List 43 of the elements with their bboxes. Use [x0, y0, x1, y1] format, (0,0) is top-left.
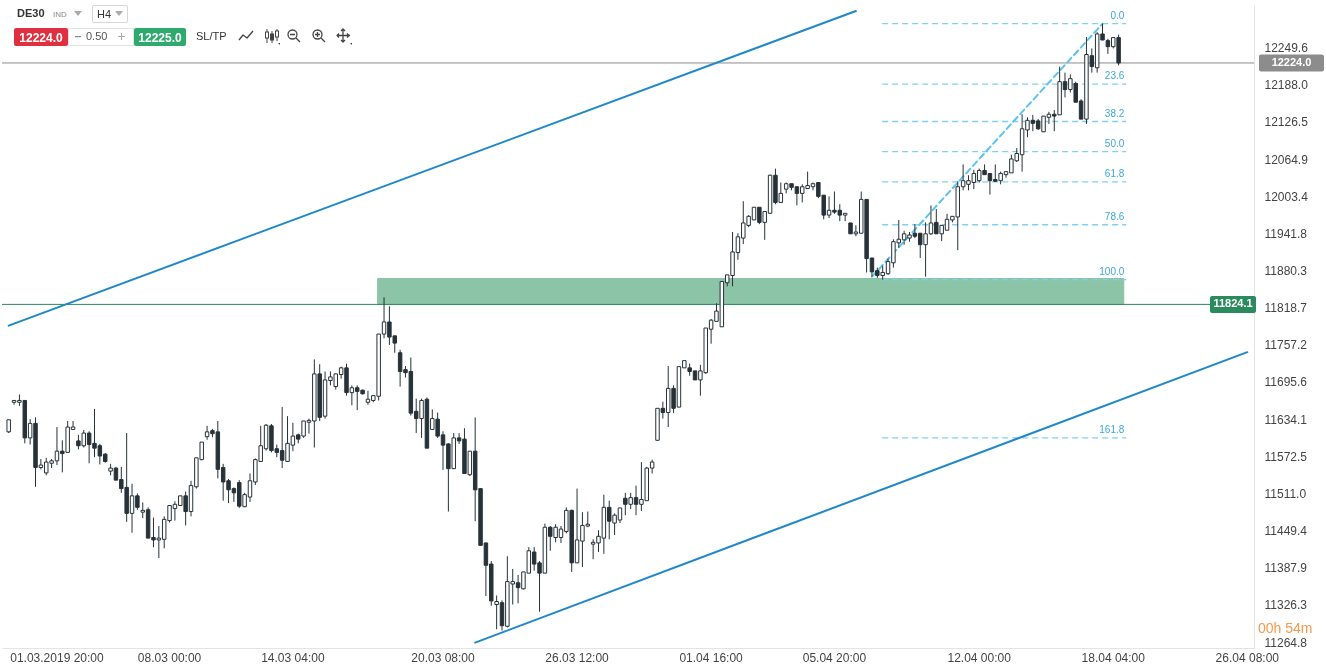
y-tick-label: 12003.4: [1264, 189, 1309, 204]
y-tick-label: 11941.8: [1264, 226, 1308, 241]
y-tick-label: 11818.7: [1264, 301, 1308, 316]
annotation: SL/TP: [196, 30, 227, 42]
text: 00h 54m: [1258, 620, 1313, 636]
x-tick-label: 12.04 00:00: [947, 650, 1012, 665]
x-tick-label: 08.03 00:00: [137, 650, 202, 665]
y-tick-label: 11326.3: [1264, 598, 1308, 613]
x-tick-label: 01.03.2019 20:00: [10, 650, 104, 665]
x-tick-label: 20.03 08:00: [411, 650, 476, 665]
ref-line-label: 11824.1: [1213, 297, 1253, 310]
y-tick-label: 11264.8: [1264, 635, 1308, 650]
annotation: 38.2: [1104, 107, 1125, 119]
annotation: H4: [97, 8, 112, 20]
annotation: 23.6: [1104, 70, 1125, 82]
x-tick-label: 14.03 04:00: [261, 650, 325, 665]
y-tick-label: 11880.3: [1264, 263, 1308, 278]
y-tick-label: 12188.0: [1264, 78, 1309, 93]
annotation: 100.0: [1099, 265, 1125, 277]
chart-title: DE30: [17, 7, 45, 19]
ref-line-label: 12224.0: [1271, 55, 1312, 68]
y-tick-label: 11757.2: [1264, 338, 1308, 353]
annotation: 0.50: [86, 30, 108, 42]
y-tick-label: 12249.6: [1264, 41, 1309, 55]
y-tick-label: 11511.0: [1264, 486, 1307, 501]
x-tick-label: 18.04 04:00: [1081, 650, 1146, 665]
x-tick-label: 05.04 20:00: [802, 650, 867, 665]
y-tick-label: 11449.4: [1264, 524, 1308, 539]
x-tick-label: 26.03 12:00: [545, 650, 610, 665]
annotation: 78.6: [1104, 210, 1125, 222]
y-tick-label: 11634.1: [1264, 412, 1308, 427]
y-tick-label: 12126.5: [1264, 115, 1309, 130]
annotation: 0.0: [1110, 9, 1125, 21]
annotation: 50.0: [1104, 137, 1125, 149]
annotation: 161.8: [1099, 423, 1125, 435]
y-tick-label: 11387.9: [1264, 561, 1308, 576]
x-tick-label: 01.04 16:00: [679, 650, 744, 665]
annotation: IND: [53, 10, 67, 19]
y-tick-label: 12064.9: [1264, 152, 1309, 167]
y-tick-label: 11695.6: [1264, 375, 1308, 390]
y-tick-label: 11572.5: [1264, 449, 1308, 464]
annotation: 61.8: [1104, 167, 1125, 179]
x-tick-label: 26.04 08:00: [1215, 650, 1280, 665]
